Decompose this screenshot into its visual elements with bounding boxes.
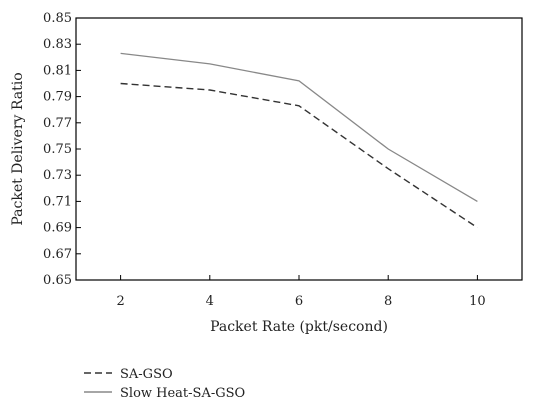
x-tick-label: 8 <box>384 294 392 309</box>
series-lines <box>120 52 478 229</box>
y-tick-label: 0.83 <box>43 37 72 52</box>
y-tick-label: 0.77 <box>43 116 72 131</box>
y-tick-label: 0.75 <box>43 142 72 157</box>
series-line-1 <box>120 52 478 202</box>
legend-label-1: Slow Heat-SA-GSO <box>120 386 245 399</box>
legend-label-0: SA-GSO <box>120 367 173 382</box>
y-axis-title: Packet Delivery Ratio <box>10 72 26 225</box>
y-tick-label: 0.67 <box>43 247 72 262</box>
series-line-0 <box>120 82 478 229</box>
x-tick-label: 2 <box>116 294 124 309</box>
y-tick-label: 0.69 <box>43 221 72 236</box>
plot-frame <box>75 17 523 281</box>
x-tick-label: 10 <box>469 294 486 309</box>
y-tick-label: 0.65 <box>43 273 72 288</box>
x-axis: 2 4 6 8 10 <box>116 275 486 309</box>
x-tick-label: 6 <box>295 294 303 309</box>
y-tick-label: 0.85 <box>43 11 72 26</box>
y-tick-label: 0.79 <box>43 90 72 105</box>
y-tick-label: 0.71 <box>43 194 72 209</box>
y-axis: 0.65 0.67 0.69 0.71 0.73 0.75 0.77 0.79 0.81 0.83… <box>43 11 81 288</box>
x-tick-label: 4 <box>206 294 214 309</box>
x-axis-title: Packet Rate (pkt/second) <box>210 319 388 335</box>
y-tick-label: 0.81 <box>43 63 72 78</box>
legend: SA-GSO Slow Heat-SA-GSO <box>84 367 245 399</box>
y-tick-label: 0.73 <box>43 168 72 183</box>
